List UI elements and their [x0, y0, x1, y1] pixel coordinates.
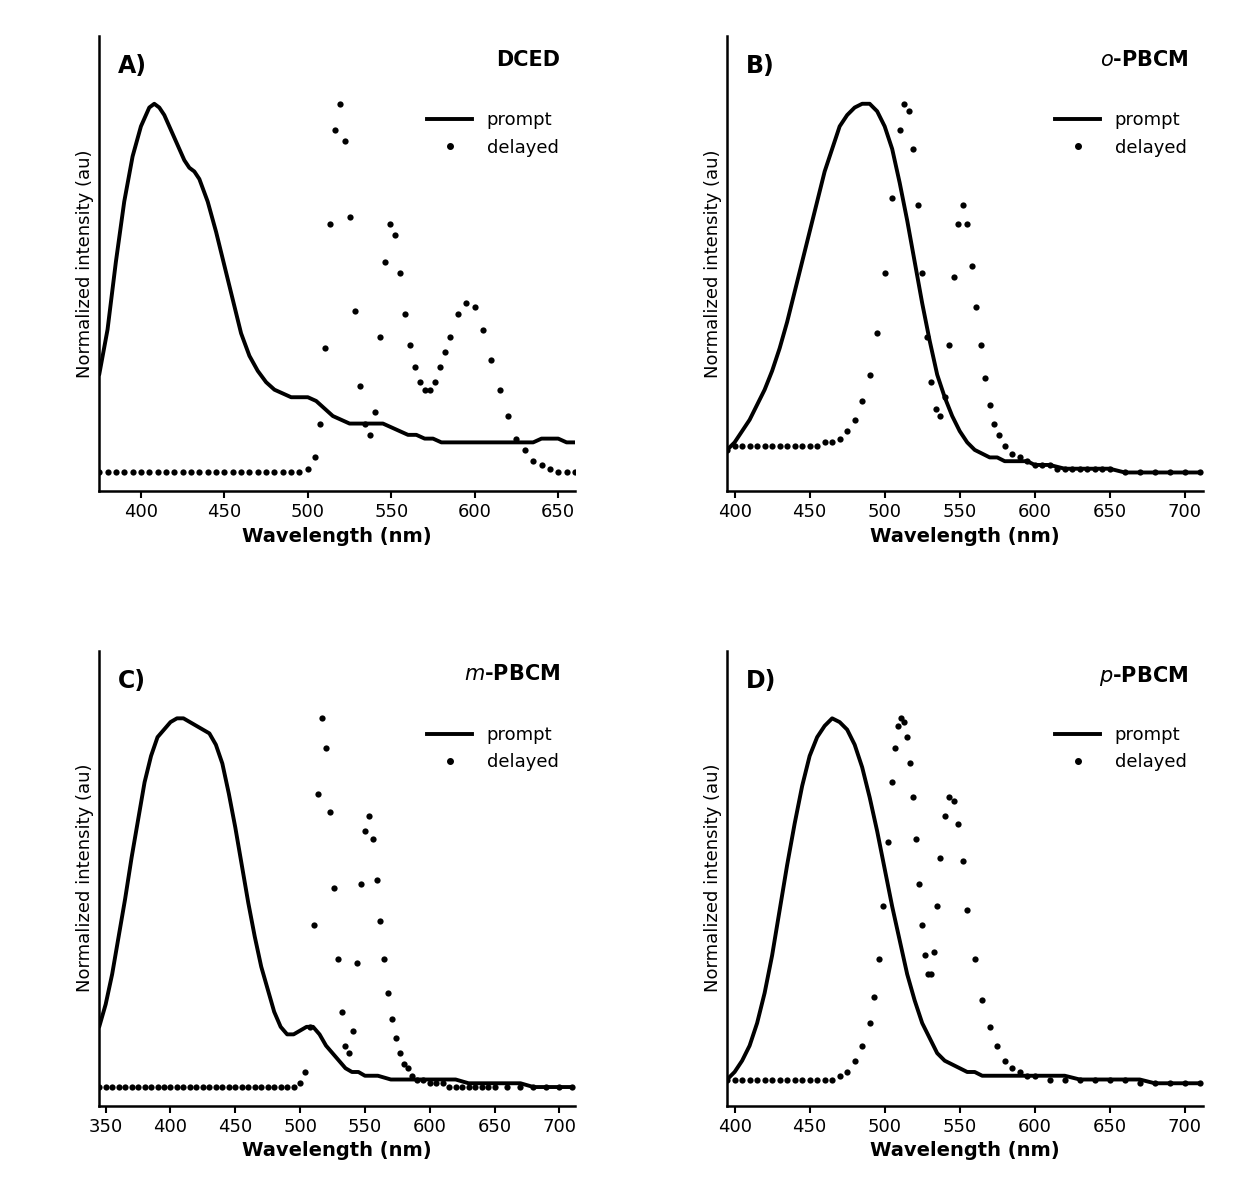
Text: DCED: DCED [496, 49, 560, 70]
Legend: prompt, delayed: prompt, delayed [420, 719, 565, 778]
X-axis label: Wavelength (nm): Wavelength (nm) [242, 526, 432, 546]
Y-axis label: Normalized intensity (au): Normalized intensity (au) [76, 149, 94, 377]
X-axis label: Wavelength (nm): Wavelength (nm) [242, 1141, 432, 1160]
Text: $\mathit{m}$-PBCM: $\mathit{m}$-PBCM [464, 665, 560, 684]
Legend: prompt, delayed: prompt, delayed [1048, 105, 1194, 163]
Text: $\mathit{p}$-PBCM: $\mathit{p}$-PBCM [1099, 665, 1188, 689]
Legend: prompt, delayed: prompt, delayed [1048, 719, 1194, 778]
Text: B): B) [746, 54, 775, 78]
Legend: prompt, delayed: prompt, delayed [420, 105, 565, 163]
X-axis label: Wavelength (nm): Wavelength (nm) [870, 526, 1060, 546]
Text: $\mathit{o}$-PBCM: $\mathit{o}$-PBCM [1100, 49, 1188, 70]
Text: C): C) [118, 668, 146, 692]
Y-axis label: Normalized intensity (au): Normalized intensity (au) [703, 149, 722, 377]
Text: A): A) [118, 54, 148, 78]
Text: D): D) [746, 668, 776, 692]
Y-axis label: Normalized intensity (au): Normalized intensity (au) [76, 764, 94, 993]
Y-axis label: Normalized intensity (au): Normalized intensity (au) [703, 764, 722, 993]
X-axis label: Wavelength (nm): Wavelength (nm) [870, 1141, 1060, 1160]
